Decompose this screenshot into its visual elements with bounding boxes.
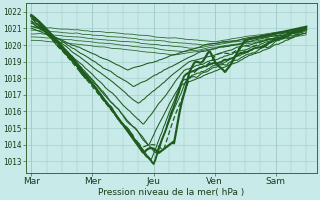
X-axis label: Pression niveau de la mer( hPa ): Pression niveau de la mer( hPa )	[98, 188, 244, 197]
